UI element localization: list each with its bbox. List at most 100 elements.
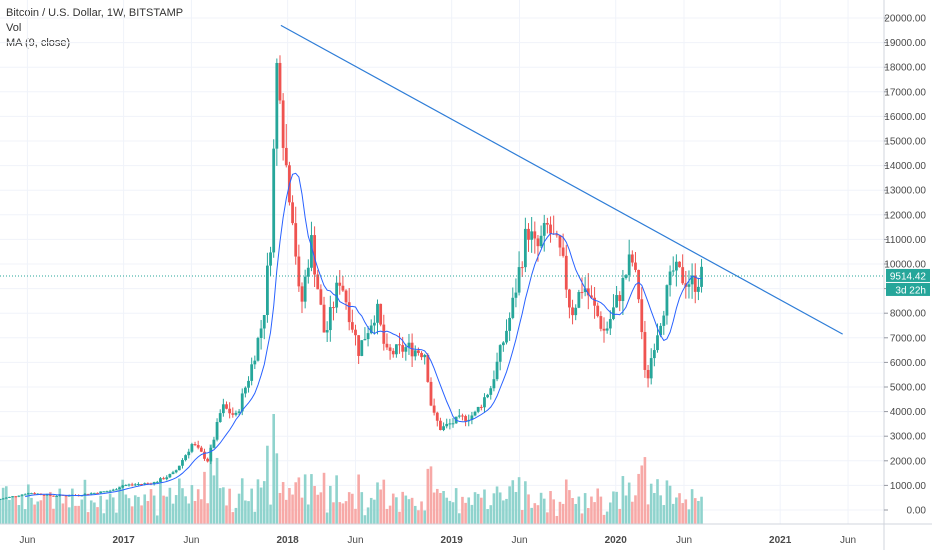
time-axis[interactable]: Jun 2017 Jun 2018 Jun 2019 Jun 2020 Jun 2021 Jun [0,523,932,546]
time-tick-label: 2017 [112,535,135,546]
candle-body [231,413,235,415]
candle-body [489,388,493,395]
volume-bar [168,487,172,524]
candle-body [369,325,373,334]
candle-body [643,332,647,370]
candle-body [473,411,477,416]
price-axis[interactable]: 20000.00 19000.00 18000.00 17000.00 16000.00… [883,0,927,550]
trendline[interactable] [280,24,843,335]
candle-body [133,484,137,486]
volume-bar [498,492,502,524]
candle-body [363,339,367,341]
volume-bar [451,502,455,524]
candle-body [461,415,464,417]
candle-body [181,460,184,466]
candle-body [621,277,625,302]
time-tick-label: 2021 [769,535,792,546]
candle-body [690,275,694,285]
candle-body [275,62,279,149]
volume-bar [83,479,87,524]
volume-bar [181,488,184,524]
grid-lines [0,0,884,524]
volume-bar [77,505,80,524]
price-tick-label: 7000.00 [890,333,927,344]
time-tick-label: 2020 [605,535,628,546]
volume-bar [429,466,433,524]
candle-body [127,484,131,486]
candle-body [99,491,103,494]
candle-body [407,342,411,348]
candle-body [67,495,71,497]
volume-bar [310,474,313,524]
volume-bar [649,483,653,524]
volume-bar [184,496,187,524]
volume-bar [653,492,656,524]
candle-body [577,292,581,308]
candle-body [102,491,106,493]
volume-bar [127,498,131,524]
candle-body [634,262,637,270]
volume-bar [517,477,521,524]
volume-bar [398,511,401,524]
volume-bar [659,495,662,524]
candle-body [630,254,634,263]
price-tick-label: 4000.00 [890,407,927,418]
candle-body [372,322,376,326]
candle-body [92,492,96,494]
price-tick-label: 20000.00 [884,14,926,25]
candle-body [596,305,600,317]
candle-body [498,345,502,362]
candle-body [590,295,593,298]
time-tick-label: 2018 [277,535,300,546]
volume-bars [0,414,703,524]
volume-bar [313,485,316,524]
volume-bar [344,501,348,524]
candle-body [681,267,685,284]
time-tick-label: Jun [840,535,856,546]
volume-bar [272,414,275,524]
volume-bar [96,507,99,524]
candle-body [649,358,653,379]
candle-body [656,335,659,351]
candle-body [448,423,452,425]
volume-bar [687,509,691,524]
price-tick-label: 17000.00 [884,87,926,98]
volume-bar [335,475,338,524]
candle-body [451,423,455,425]
candle-body [432,405,436,413]
volume-bar [684,499,688,524]
candle-body [426,354,430,382]
candle-body [398,344,401,346]
volume-bar [410,497,414,524]
volume-bar [140,505,143,524]
volume-bar [338,502,342,524]
candle-body [240,393,244,412]
candle-body [332,307,335,309]
volume-bar [413,505,417,524]
candle-body [250,364,254,381]
volume-bar [17,505,21,524]
candle-body [678,261,681,268]
candle-body [586,288,590,296]
volume-bar [458,513,461,524]
volume-bar [322,472,326,524]
volume-bar [615,491,618,524]
candle-body [511,297,515,318]
candle-body [542,222,546,236]
volume-bar [332,502,335,524]
candle-body [536,238,540,247]
candle-body [152,482,156,485]
candle-body [568,289,571,308]
candle-body [624,275,628,278]
volume-bar [530,507,533,524]
candle-body [671,270,675,272]
candle-body [659,325,663,336]
volume-bar [300,497,304,524]
volume-bar [583,493,587,524]
volume-bar [247,501,250,524]
price-tick-label: 3000.00 [890,432,927,443]
time-tick-label: Jun [19,535,35,546]
candle-body [520,267,524,269]
candle-body [508,317,512,331]
